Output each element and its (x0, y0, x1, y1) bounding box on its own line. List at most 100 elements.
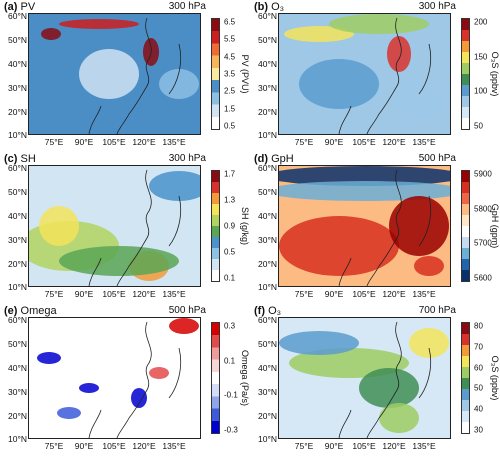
panel-label: (e) Omega (4, 305, 57, 317)
latitude-label: 20°N (8, 259, 27, 269)
colorbar-tick: 5700 (474, 238, 492, 248)
field-feature (149, 367, 169, 379)
longitude-label: 135°E (412, 441, 436, 451)
panel-variable: Omega (20, 305, 57, 317)
coastline (338, 321, 432, 438)
latitude-label: 10°N (8, 434, 27, 444)
colorbar-tick: 60 (474, 363, 483, 373)
colorbar-tick: 40 (474, 404, 483, 414)
colorbar-tick: 1.7 (224, 169, 236, 179)
map-plot (28, 165, 201, 287)
figure-panel: (b) O₃ 300 hPa 60°N 50°N 40°N 30°N 20°N 10°N 75°… (250, 0, 500, 152)
field-feature (284, 26, 354, 42)
latitude-label: 40°N (258, 211, 277, 221)
colorbar (461, 18, 470, 130)
field-feature (389, 196, 449, 256)
longitude-label: 135°E (412, 137, 436, 147)
panel-letter: (c) (4, 153, 18, 165)
field-feature (159, 69, 199, 99)
latitude-label: 50°N (258, 187, 277, 197)
latitude-label: 30°N (258, 83, 277, 93)
colorbar-tick: 5800 (474, 204, 492, 214)
colorbar-unit: O₃S (ppbv) (490, 51, 500, 97)
longitude-label: 120°E (382, 289, 406, 299)
pressure-level: 300 hPa (168, 153, 206, 164)
colorbar (461, 170, 470, 282)
latitude-label: 40°N (258, 363, 277, 373)
latitude-label: 20°N (8, 107, 27, 117)
longitude-label: 90°E (324, 441, 344, 451)
panel-label: (b) O₃ (254, 1, 284, 13)
field-feature (414, 256, 444, 276)
latitude-label: 30°N (8, 83, 27, 93)
coastline (338, 169, 432, 286)
panel-variable: O₃ (268, 305, 282, 317)
colorbar-unit: O₃S (ppbv) (490, 355, 500, 401)
panel-letter: (a) (4, 1, 18, 13)
latitude-label: 50°N (8, 35, 27, 45)
panel-label: (a) PV (4, 1, 35, 13)
colorbar-tick: 4.5 (224, 52, 236, 62)
field-feature (149, 171, 200, 201)
pressure-level: 500 hPa (168, 305, 206, 316)
longitude-label: 90°E (324, 289, 344, 299)
longitude-label: 135°E (162, 289, 186, 299)
longitude-label: 75°E (44, 289, 64, 299)
longitude-label: 105°E (352, 137, 376, 147)
panel-variable: GpH (271, 153, 294, 165)
colorbar-tick: -0.1 (224, 390, 238, 400)
figure-panel: (c) SH 300 hPa 60°N 50°N 40°N 30°N 20°N 10°N 75°… (0, 152, 250, 304)
colorbar-unit: PV (PVU) (240, 54, 250, 94)
colorbar-tick: 1.5 (224, 104, 236, 114)
colorbar-tick: 30 (474, 425, 483, 435)
colorbar (211, 18, 220, 130)
latitude-label: 60°N (258, 11, 277, 21)
longitude-label: 135°E (162, 441, 186, 451)
figure-panel: (e) Omega 500 hPa 60°N 50°N 40°N 30°N 20°N 10°N… (0, 304, 250, 456)
field-feature (359, 368, 419, 408)
panel-variable: O₃ (271, 1, 285, 13)
colorbar-tick: 0.3 (224, 321, 236, 331)
colorbar-unit: GpH (gpm) (490, 203, 500, 249)
latitude-label: 60°N (258, 315, 277, 325)
longitude-label: 75°E (44, 137, 64, 147)
field-feature (329, 14, 429, 34)
latitude-label: 30°N (258, 235, 277, 245)
figure-panel: (a) PV 300 hPa 60°N 50°N 40°N 30°N 20°N 10°N 75°… (0, 0, 250, 152)
map-field (279, 14, 450, 134)
longitude-label: 75°E (44, 441, 64, 451)
field-feature (57, 407, 81, 419)
field-feature (41, 28, 61, 40)
field-feature (379, 403, 419, 433)
latitude-label: 60°N (8, 11, 27, 21)
panel-variable: PV (20, 1, 36, 13)
field-feature (79, 49, 139, 99)
map-plot (278, 13, 451, 135)
map-plot (28, 317, 201, 439)
longitude-label: 105°E (102, 289, 126, 299)
latitude-label: 30°N (8, 387, 27, 397)
latitude-label: 10°N (258, 434, 277, 444)
colorbar-tick: -0.3 (224, 425, 238, 435)
figure-panel: (d) GpH 500 hPa 60°N 50°N 40°N 30°N 20°N 10°N 75… (250, 152, 500, 304)
map-plot (278, 317, 451, 439)
latitude-label: 10°N (8, 130, 27, 140)
longitude-label: 90°E (74, 137, 94, 147)
longitude-label: 75°E (294, 137, 314, 147)
latitude-label: 10°N (258, 282, 277, 292)
panel-label: (d) GpH (254, 153, 294, 165)
panel-variable: SH (20, 153, 36, 165)
colorbar-tick: 0.1 (224, 356, 236, 366)
panel-label: (f) O₃ (254, 305, 281, 317)
colorbar-unit: SH (g/kg) (240, 206, 250, 246)
colorbar-tick: 1.3 (224, 195, 236, 205)
figure-panel: (f) O₃ 700 hPa 60°N 50°N 40°N 30°N 20°N 10°N 75°… (250, 304, 500, 456)
colorbar-tick: 50 (474, 121, 483, 131)
pressure-level: 300 hPa (168, 1, 206, 12)
longitude-label: 120°E (132, 441, 156, 451)
coastline (88, 321, 182, 438)
longitude-label: 105°E (102, 137, 126, 147)
colorbar-tick: 150 (474, 52, 488, 62)
latitude-label: 60°N (8, 315, 27, 325)
coastline (338, 17, 432, 134)
